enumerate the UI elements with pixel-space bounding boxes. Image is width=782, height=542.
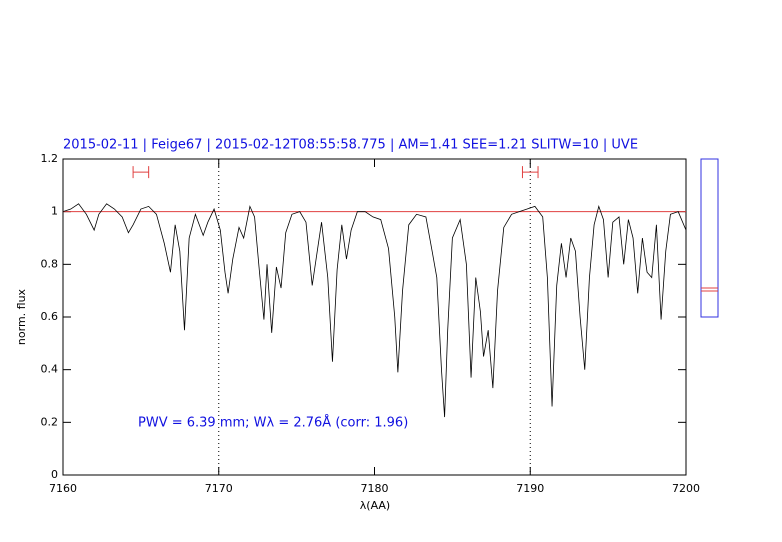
y-tick-label: 1 — [51, 205, 58, 218]
x-tick-label: 7190 — [516, 482, 544, 495]
x-tick-label: 7200 — [672, 482, 700, 495]
x-axis-label: λ(AA) — [360, 499, 390, 512]
continuum-window — [132, 166, 150, 179]
y-tick-label: 0 — [51, 468, 58, 481]
x-tick-label: 7170 — [205, 482, 233, 495]
y-tick-label: 0.8 — [41, 257, 59, 270]
annotation: PWV = 6.39 mm; Wλ = 2.76Å (corr: 1.96) — [138, 415, 408, 431]
spectrum-line — [62, 203, 687, 418]
x-tick-label: 7180 — [361, 482, 389, 495]
y-tick-label: 1.2 — [41, 152, 59, 165]
side-panel — [700, 158, 719, 318]
continuum-window — [521, 166, 539, 179]
y-tick-label: 0.6 — [41, 310, 59, 323]
y-tick-label: 0.2 — [41, 415, 59, 428]
y-tick-label: 0.4 — [41, 363, 59, 376]
x-tick-label: 7160 — [49, 482, 77, 495]
y-axis-label: norm. flux — [15, 288, 28, 345]
chart-title: 2015-02-11 | Feige67 | 2015-02-12T08:55:… — [63, 138, 638, 153]
